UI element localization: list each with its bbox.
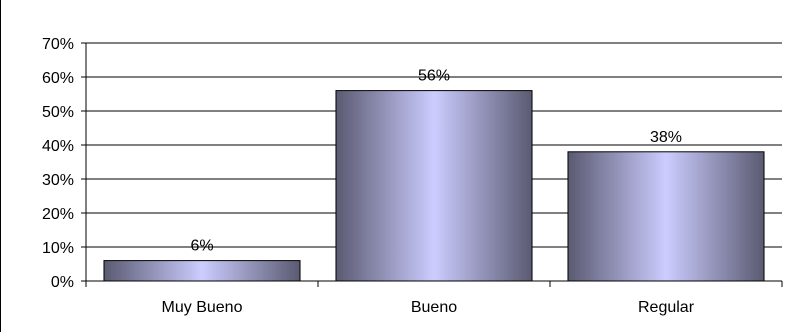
y-tick-label: 30% (42, 172, 74, 189)
y-tick-label: 40% (42, 138, 74, 155)
bars (103, 90, 765, 282)
y-tick-label: 0% (51, 274, 74, 291)
y-tick-label: 60% (42, 70, 74, 87)
bar (335, 90, 533, 282)
y-tick-labels: 0% 10% 20% 30% 40% 50% 60% 70% (42, 36, 74, 291)
x-tick-label: Muy Bueno (162, 299, 243, 316)
y-tick-label: 10% (42, 240, 74, 257)
data-label: 56% (418, 68, 450, 85)
axes (81, 42, 783, 287)
x-tick-label: Bueno (411, 299, 457, 316)
bar (567, 151, 765, 282)
x-tick-label: Regular (638, 299, 695, 316)
y-tick-label: 50% (42, 104, 74, 121)
x-tick-labels: Muy Bueno Bueno Regular (162, 299, 695, 316)
data-label: 38% (650, 129, 682, 146)
data-labels: 6% 56% 38% (190, 68, 682, 255)
data-label: 6% (190, 238, 213, 255)
y-tick-label: 70% (42, 36, 74, 53)
bar (103, 260, 301, 282)
y-tick-label: 20% (42, 206, 74, 223)
